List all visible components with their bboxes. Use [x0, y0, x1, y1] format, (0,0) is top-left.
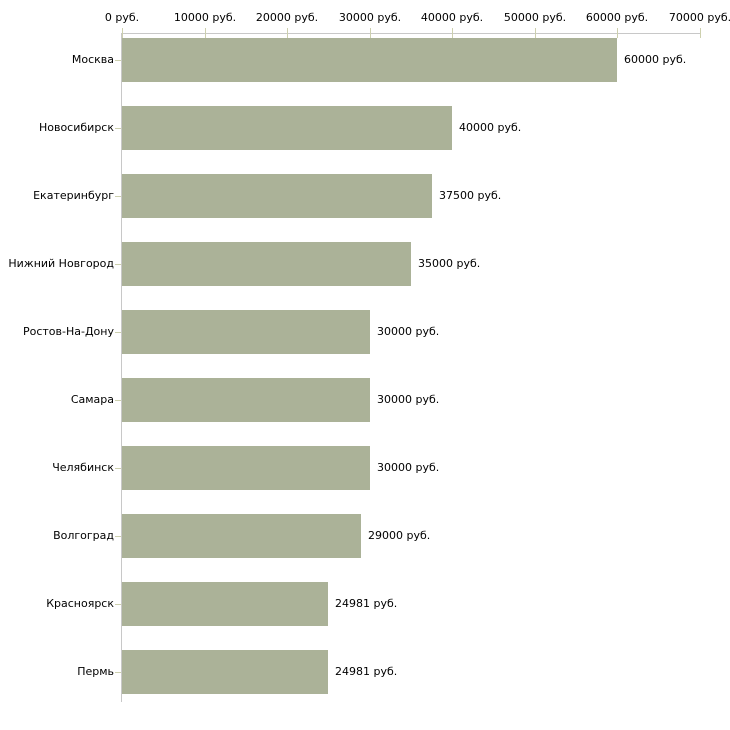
x-axis-tick-label: 60000 руб.: [585, 11, 649, 24]
category-label: Пермь: [77, 665, 114, 678]
category-label: Москва: [71, 53, 114, 66]
x-axis-tick-mark: [287, 28, 288, 38]
value-label: 24981 руб.: [335, 665, 398, 678]
bar-3: [122, 174, 432, 218]
x-axis-tick-label: 0 руб.: [104, 11, 140, 24]
bar-9: [122, 582, 328, 626]
category-tick-mark: [115, 536, 121, 537]
value-label: 60000 руб.: [624, 53, 687, 66]
category-label: Красноярск: [46, 597, 114, 610]
category-tick-mark: [115, 604, 121, 605]
x-axis-tick-mark: [370, 28, 371, 38]
x-axis-tick-label: 40000 руб.: [420, 11, 484, 24]
category-label: Нижний Новгород: [8, 257, 114, 270]
x-axis-line: [122, 33, 700, 34]
bar-6: [122, 378, 370, 422]
category-label: Самара: [70, 393, 114, 406]
x-axis-tick-label: 50000 руб.: [503, 11, 567, 24]
value-label: 24981 руб.: [335, 597, 398, 610]
category-tick-mark: [115, 672, 121, 673]
category-tick-mark: [115, 60, 121, 61]
bar-2: [122, 106, 452, 150]
bar-1: [122, 38, 617, 82]
x-axis-tick-label: 10000 руб.: [173, 11, 237, 24]
category-label: Волгоград: [53, 529, 114, 542]
category-tick-mark: [115, 468, 121, 469]
y-axis-line: [121, 33, 122, 702]
category-tick-mark: [115, 400, 121, 401]
value-label: 30000 руб.: [377, 393, 440, 406]
bar-4: [122, 242, 411, 286]
value-label: 35000 руб.: [418, 257, 481, 270]
bar-7: [122, 446, 370, 490]
bar-8: [122, 514, 361, 558]
category-tick-mark: [115, 332, 121, 333]
category-label: Ростов-На-Дону: [22, 325, 114, 338]
x-axis-tick-label: 30000 руб.: [338, 11, 402, 24]
x-axis-tick-label: 70000 руб.: [668, 11, 730, 24]
category-tick-mark: [115, 264, 121, 265]
value-label: 30000 руб.: [377, 461, 440, 474]
x-axis-tick-mark: [122, 28, 123, 38]
category-tick-mark: [115, 196, 121, 197]
bar-5: [122, 310, 370, 354]
value-label: 29000 руб.: [368, 529, 431, 542]
value-label: 37500 руб.: [439, 189, 502, 202]
x-axis-tick-mark: [205, 28, 206, 38]
x-axis-tick-mark: [617, 28, 618, 38]
bar-10: [122, 650, 328, 694]
category-label: Екатеринбург: [33, 189, 114, 202]
x-axis-tick-label: 20000 руб.: [255, 11, 319, 24]
category-tick-mark: [115, 128, 121, 129]
value-label: 30000 руб.: [377, 325, 440, 338]
category-label: Новосибирск: [38, 121, 114, 134]
category-label: Челябинск: [52, 461, 114, 474]
x-axis-tick-mark: [452, 28, 453, 38]
value-label: 40000 руб.: [459, 121, 522, 134]
x-axis-tick-mark: [700, 28, 701, 38]
x-axis-tick-mark: [535, 28, 536, 38]
